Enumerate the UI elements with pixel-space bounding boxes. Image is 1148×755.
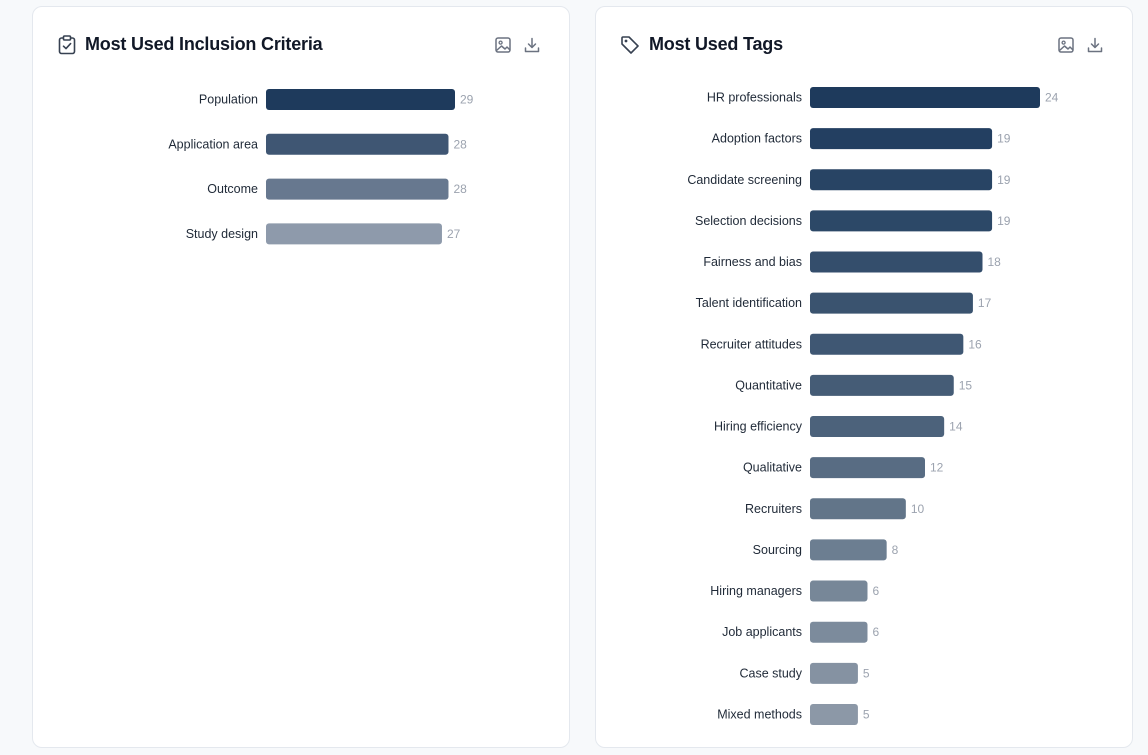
- image-icon[interactable]: [1057, 36, 1075, 54]
- category-label: Study design: [186, 227, 258, 241]
- value-label: 24: [1045, 91, 1059, 105]
- value-label: 19: [997, 132, 1011, 146]
- category-label: Case study: [739, 666, 802, 680]
- bar[interactable]: [810, 621, 868, 643]
- bar[interactable]: [266, 223, 442, 245]
- bar[interactable]: [810, 374, 954, 396]
- download-icon[interactable]: [523, 36, 541, 54]
- value-label: 18: [988, 255, 1002, 269]
- value-label: 16: [968, 337, 982, 351]
- category-label: Hiring managers: [710, 584, 802, 598]
- value-label: 28: [453, 137, 467, 151]
- value-label: 5: [863, 707, 870, 721]
- value-label: 6: [873, 584, 880, 598]
- bar[interactable]: [810, 662, 858, 684]
- tags-chart: HR professionals 24 Adoption factors 19 Cand…: [687, 87, 1059, 725]
- bar[interactable]: [810, 292, 973, 314]
- value-label: 14: [949, 420, 963, 434]
- bar[interactable]: [810, 498, 906, 520]
- bar[interactable]: [810, 128, 993, 150]
- category-label: Hiring efficiency: [714, 420, 803, 434]
- category-label: Sourcing: [753, 543, 802, 557]
- value-label: 19: [997, 173, 1011, 187]
- tags-card: Most Used Tags HR professionals 24 Adoptio…: [595, 6, 1133, 748]
- value-label: 15: [959, 378, 973, 392]
- value-label: 29: [460, 93, 474, 107]
- category-label: Population: [199, 93, 258, 107]
- bar[interactable]: [810, 416, 945, 438]
- tag-icon: [621, 36, 639, 54]
- value-label: 28: [453, 182, 467, 196]
- value-label: 19: [997, 214, 1011, 228]
- value-label: 10: [911, 502, 925, 516]
- bar[interactable]: [810, 703, 858, 725]
- inclusion-criteria-chart: Population 29 Application area 28 Outcome 28 S…: [168, 89, 474, 245]
- category-label: Fairness and bias: [703, 255, 802, 269]
- value-label: 27: [447, 227, 461, 241]
- bar[interactable]: [810, 539, 887, 561]
- download-icon[interactable]: [1086, 36, 1104, 54]
- image-icon[interactable]: [494, 36, 512, 54]
- chart-title: Most Used Inclusion Criteria: [85, 34, 323, 54]
- bar[interactable]: [810, 251, 983, 273]
- bar[interactable]: [810, 580, 868, 602]
- category-label: Job applicants: [722, 625, 802, 639]
- bar[interactable]: [266, 178, 449, 200]
- category-label: Recruiters: [745, 502, 802, 516]
- value-label: 8: [892, 543, 899, 557]
- bar[interactable]: [810, 457, 925, 479]
- category-label: Adoption factors: [712, 132, 802, 146]
- bar[interactable]: [810, 87, 1040, 108]
- category-label: Outcome: [207, 182, 258, 196]
- value-label: 5: [863, 666, 870, 680]
- category-label: Qualitative: [743, 461, 802, 475]
- chart-title: Most Used Tags: [649, 34, 783, 54]
- category-label: Talent identification: [696, 296, 802, 310]
- bar[interactable]: [266, 89, 455, 110]
- bar[interactable]: [810, 333, 964, 355]
- bar[interactable]: [810, 210, 993, 232]
- value-label: 6: [873, 625, 880, 639]
- bar[interactable]: [266, 133, 449, 155]
- value-label: 12: [930, 461, 944, 475]
- clipboard-check-icon: [58, 35, 76, 55]
- category-label: Candidate screening: [687, 173, 802, 187]
- category-label: HR professionals: [707, 91, 802, 105]
- category-label: Application area: [168, 137, 258, 151]
- category-label: Quantitative: [735, 378, 802, 392]
- bar[interactable]: [810, 169, 993, 191]
- category-label: Recruiter attitudes: [701, 337, 802, 351]
- category-label: Selection decisions: [695, 214, 802, 228]
- category-label: Mixed methods: [717, 707, 802, 721]
- value-label: 17: [978, 296, 992, 310]
- inclusion-criteria-card: Most Used Inclusion Criteria Population 2…: [32, 6, 570, 748]
